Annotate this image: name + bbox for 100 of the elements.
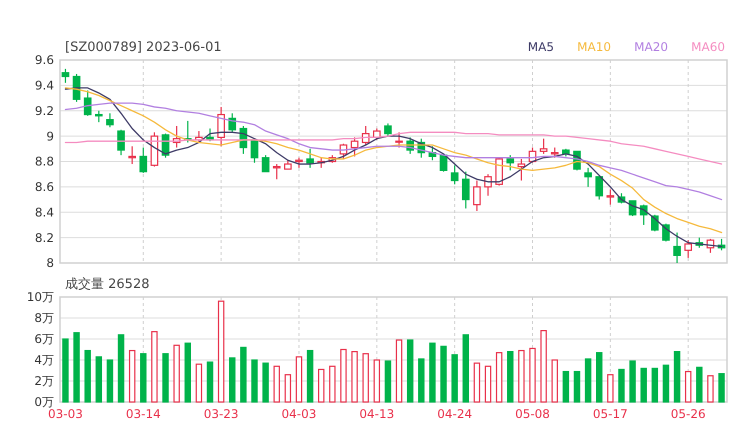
x-tick-label: 05-17 xyxy=(592,407,628,421)
bar xyxy=(128,350,136,403)
bar xyxy=(218,300,224,403)
candlestick xyxy=(595,176,604,200)
bar xyxy=(84,350,91,403)
y-tick-label: 8 xyxy=(46,256,54,270)
text: MA20 xyxy=(634,40,668,54)
x-tick-label: 04-13 xyxy=(359,407,394,421)
bar xyxy=(484,366,492,403)
candlestick xyxy=(628,200,636,217)
bar xyxy=(429,342,436,403)
bar xyxy=(451,354,458,403)
bar xyxy=(406,339,414,403)
candlestick xyxy=(440,154,448,172)
candlestick xyxy=(306,148,314,168)
bar xyxy=(518,350,525,403)
bar xyxy=(396,339,402,403)
text: MA10 xyxy=(577,40,611,54)
y-tick-label: 4万 xyxy=(34,353,54,368)
candlestick xyxy=(139,146,148,174)
y-tick-label: 9.4 xyxy=(34,78,54,93)
candlestick xyxy=(584,167,592,188)
candlestick xyxy=(84,90,92,116)
x-tick-label: 05-08 xyxy=(515,407,550,421)
bar xyxy=(584,358,592,403)
y-tick-label: 6万 xyxy=(34,332,54,346)
bar xyxy=(496,352,502,403)
bar xyxy=(462,334,470,403)
x-tick-label: 03-23 xyxy=(204,407,239,421)
bar xyxy=(474,362,480,403)
y-tick-label: 9.2 xyxy=(34,104,54,118)
y-tick-label: 10万 xyxy=(26,290,54,304)
candlestick xyxy=(117,129,125,156)
bar xyxy=(418,358,425,403)
candlestick xyxy=(262,154,270,172)
y-tick-label: 8.2 xyxy=(34,230,54,245)
y-tick-label: 8万 xyxy=(34,311,54,326)
bar xyxy=(274,366,280,403)
candlestick xyxy=(272,163,281,180)
bar xyxy=(362,353,369,403)
y-tick-label: 0万 xyxy=(34,395,54,410)
bar xyxy=(552,359,558,403)
bar xyxy=(684,370,692,403)
bar xyxy=(140,353,147,403)
bar xyxy=(240,346,247,403)
bar xyxy=(707,375,714,403)
chart-title: [SZ000789] 2023-06-01 xyxy=(65,40,222,55)
candlestick xyxy=(684,240,692,259)
bar xyxy=(562,370,570,403)
candlestick xyxy=(673,232,681,264)
y-tick-label: 2万 xyxy=(34,374,54,388)
bar xyxy=(629,360,636,403)
candlestick xyxy=(94,110,103,123)
bar xyxy=(596,352,602,403)
bar xyxy=(73,332,80,403)
candlestick xyxy=(450,164,458,185)
x-tick-label: 05-26 xyxy=(670,407,706,421)
bar xyxy=(229,357,236,403)
bar xyxy=(340,348,347,403)
bar xyxy=(618,368,625,403)
bar xyxy=(718,373,725,403)
y-tick-label: 9.6 xyxy=(34,53,54,68)
bar xyxy=(607,374,614,403)
bar xyxy=(384,360,392,403)
bar xyxy=(251,359,258,403)
bar xyxy=(540,330,547,403)
chart-title: 成交量 26528 xyxy=(65,276,150,292)
bar xyxy=(173,344,180,403)
bar xyxy=(184,342,191,403)
bar xyxy=(196,364,202,403)
bar xyxy=(329,366,336,403)
bar xyxy=(106,359,114,403)
bar xyxy=(284,374,292,403)
text: MA60 xyxy=(691,40,725,54)
bar xyxy=(507,351,514,403)
bar xyxy=(96,356,102,403)
bar xyxy=(529,348,536,403)
candlestick xyxy=(128,146,136,165)
candlestick xyxy=(462,171,470,210)
y-tick-label: 9 xyxy=(46,129,54,144)
candlestick xyxy=(72,73,80,102)
bar xyxy=(162,353,169,403)
x-tick-label: 04-03 xyxy=(282,407,316,421)
bar xyxy=(351,351,358,403)
candlestick xyxy=(506,154,514,171)
bar xyxy=(440,346,447,403)
candlestick xyxy=(106,112,114,128)
bar xyxy=(62,338,69,403)
bar xyxy=(262,362,269,403)
candlestick xyxy=(395,132,403,148)
text: MA5 xyxy=(528,40,554,54)
candlestick xyxy=(518,158,526,182)
bar xyxy=(640,368,647,403)
bar xyxy=(662,364,670,403)
candlestick xyxy=(384,122,392,137)
candlestick xyxy=(550,146,559,158)
candlestick xyxy=(340,143,348,160)
x-tick-label: 03-14 xyxy=(126,407,161,421)
candlestick xyxy=(540,138,548,154)
candlestick xyxy=(484,174,492,196)
